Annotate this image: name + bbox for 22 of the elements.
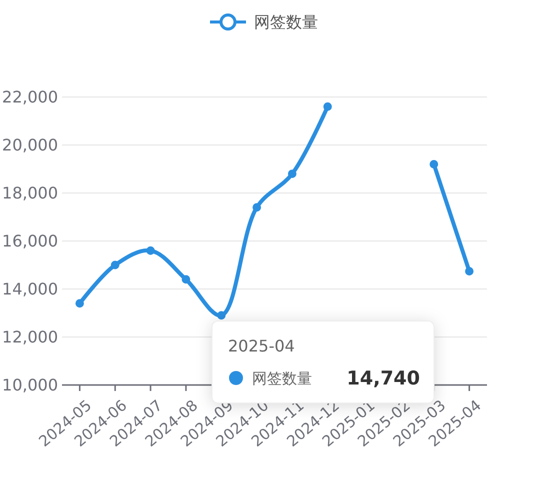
y-tick-label: 20,000 xyxy=(2,136,58,155)
point xyxy=(323,102,332,111)
y-tick-label: 10,000 xyxy=(2,376,58,395)
point xyxy=(430,160,438,168)
point xyxy=(288,170,296,178)
y-tick-label: 22,000 xyxy=(2,88,58,107)
y-tick-label: 18,000 xyxy=(2,184,58,203)
tooltip-panel: 2025-04 网签数量 14,740 xyxy=(212,320,434,404)
point xyxy=(217,311,226,320)
legend-label: 网签数量 xyxy=(254,12,318,32)
annotation: 14,740 xyxy=(346,368,420,390)
y-tick-label: 16,000 xyxy=(2,232,58,251)
point xyxy=(146,246,155,255)
point xyxy=(182,275,190,284)
point xyxy=(110,260,120,270)
annotation: 网签数量 xyxy=(252,369,312,388)
annotation: 2025-04 xyxy=(228,336,295,356)
point xyxy=(252,203,262,212)
point xyxy=(75,299,84,308)
y-tick-label: 12,000 xyxy=(2,328,58,347)
y-tick-label: 14,000 xyxy=(2,280,58,299)
point xyxy=(465,267,474,276)
